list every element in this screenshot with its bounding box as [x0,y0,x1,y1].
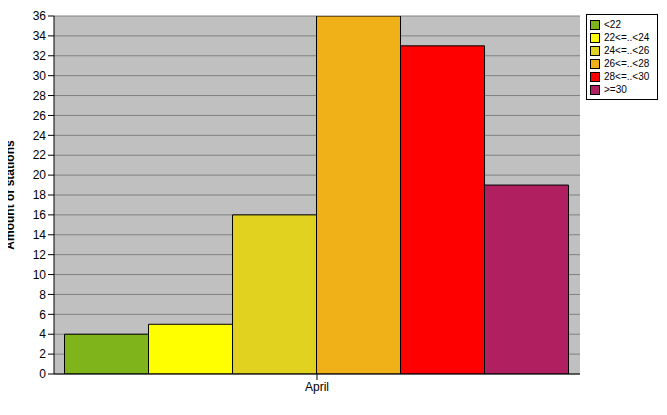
html-text:22<=..<24: 22<=..<24 [604,32,650,43]
svg-text:20: 20 [33,168,47,182]
svg-text:6: 6 [39,308,46,322]
html-text:>=30: >=30 [604,84,627,95]
svg-text:32: 32 [33,49,47,63]
svg-text:34: 34 [33,29,47,43]
svg-text:14: 14 [33,228,47,242]
svg-text:12: 12 [33,248,47,262]
svg-text:30: 30 [33,69,47,83]
svg-text:16: 16 [33,208,47,222]
svg-text:22: 22 [33,148,47,162]
svg-text:Amount of stations: Amount of stations [8,140,17,250]
svg-text:8: 8 [39,288,46,302]
html-text:<22: <22 [604,19,621,30]
svg-text:2: 2 [39,347,46,361]
svg-text:28: 28 [33,89,47,103]
html-text:24<=..<26: 24<=..<26 [604,45,650,56]
svg-text:36: 36 [33,9,47,23]
svg-text:24: 24 [33,129,47,143]
html-text:28<=..<30: 28<=..<30 [604,71,650,82]
svg-text:April: April [305,380,329,394]
svg-text:0: 0 [39,367,46,381]
svg-text:26: 26 [33,109,47,123]
svg-text:4: 4 [39,327,46,341]
svg-text:18: 18 [33,188,47,202]
svg-text:10: 10 [33,268,47,282]
html-text:26<=..<28: 26<=..<28 [604,58,650,69]
